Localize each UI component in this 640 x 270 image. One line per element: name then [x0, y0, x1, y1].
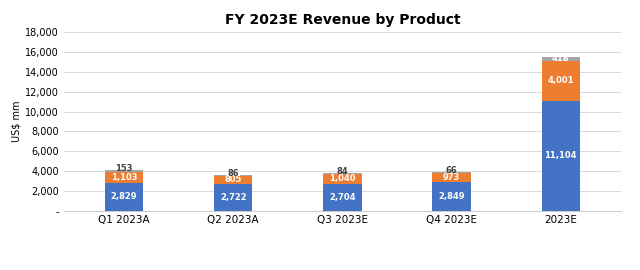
Text: 66: 66 — [445, 166, 458, 176]
Text: 2,704: 2,704 — [329, 193, 356, 202]
Bar — [105, 183, 143, 211]
Text: 153: 153 — [115, 164, 132, 173]
Bar — [214, 184, 252, 211]
Text: 11,104: 11,104 — [545, 151, 577, 160]
Text: 1,103: 1,103 — [111, 173, 138, 182]
Text: 2,829: 2,829 — [111, 192, 138, 201]
Text: 84: 84 — [337, 167, 348, 176]
Text: 973: 973 — [443, 173, 460, 182]
Text: 2,849: 2,849 — [438, 192, 465, 201]
Bar — [105, 172, 143, 183]
Bar — [323, 174, 362, 184]
Bar — [433, 172, 470, 173]
Bar — [214, 175, 252, 176]
Text: 1,040: 1,040 — [329, 174, 356, 183]
Bar — [323, 173, 362, 174]
Bar — [323, 184, 362, 211]
Text: 2,722: 2,722 — [220, 193, 246, 202]
Title: FY 2023E Revenue by Product: FY 2023E Revenue by Product — [225, 13, 460, 27]
Bar — [541, 61, 580, 101]
Bar — [214, 176, 252, 184]
Text: 418: 418 — [552, 55, 570, 63]
Bar — [541, 101, 580, 211]
Text: 805: 805 — [225, 175, 242, 184]
Bar — [433, 173, 470, 183]
Y-axis label: US$ mm: US$ mm — [11, 101, 21, 142]
Text: 86: 86 — [227, 169, 239, 178]
Bar — [433, 183, 470, 211]
Text: 4,001: 4,001 — [547, 76, 574, 85]
Bar — [541, 57, 580, 61]
Bar — [105, 170, 143, 172]
